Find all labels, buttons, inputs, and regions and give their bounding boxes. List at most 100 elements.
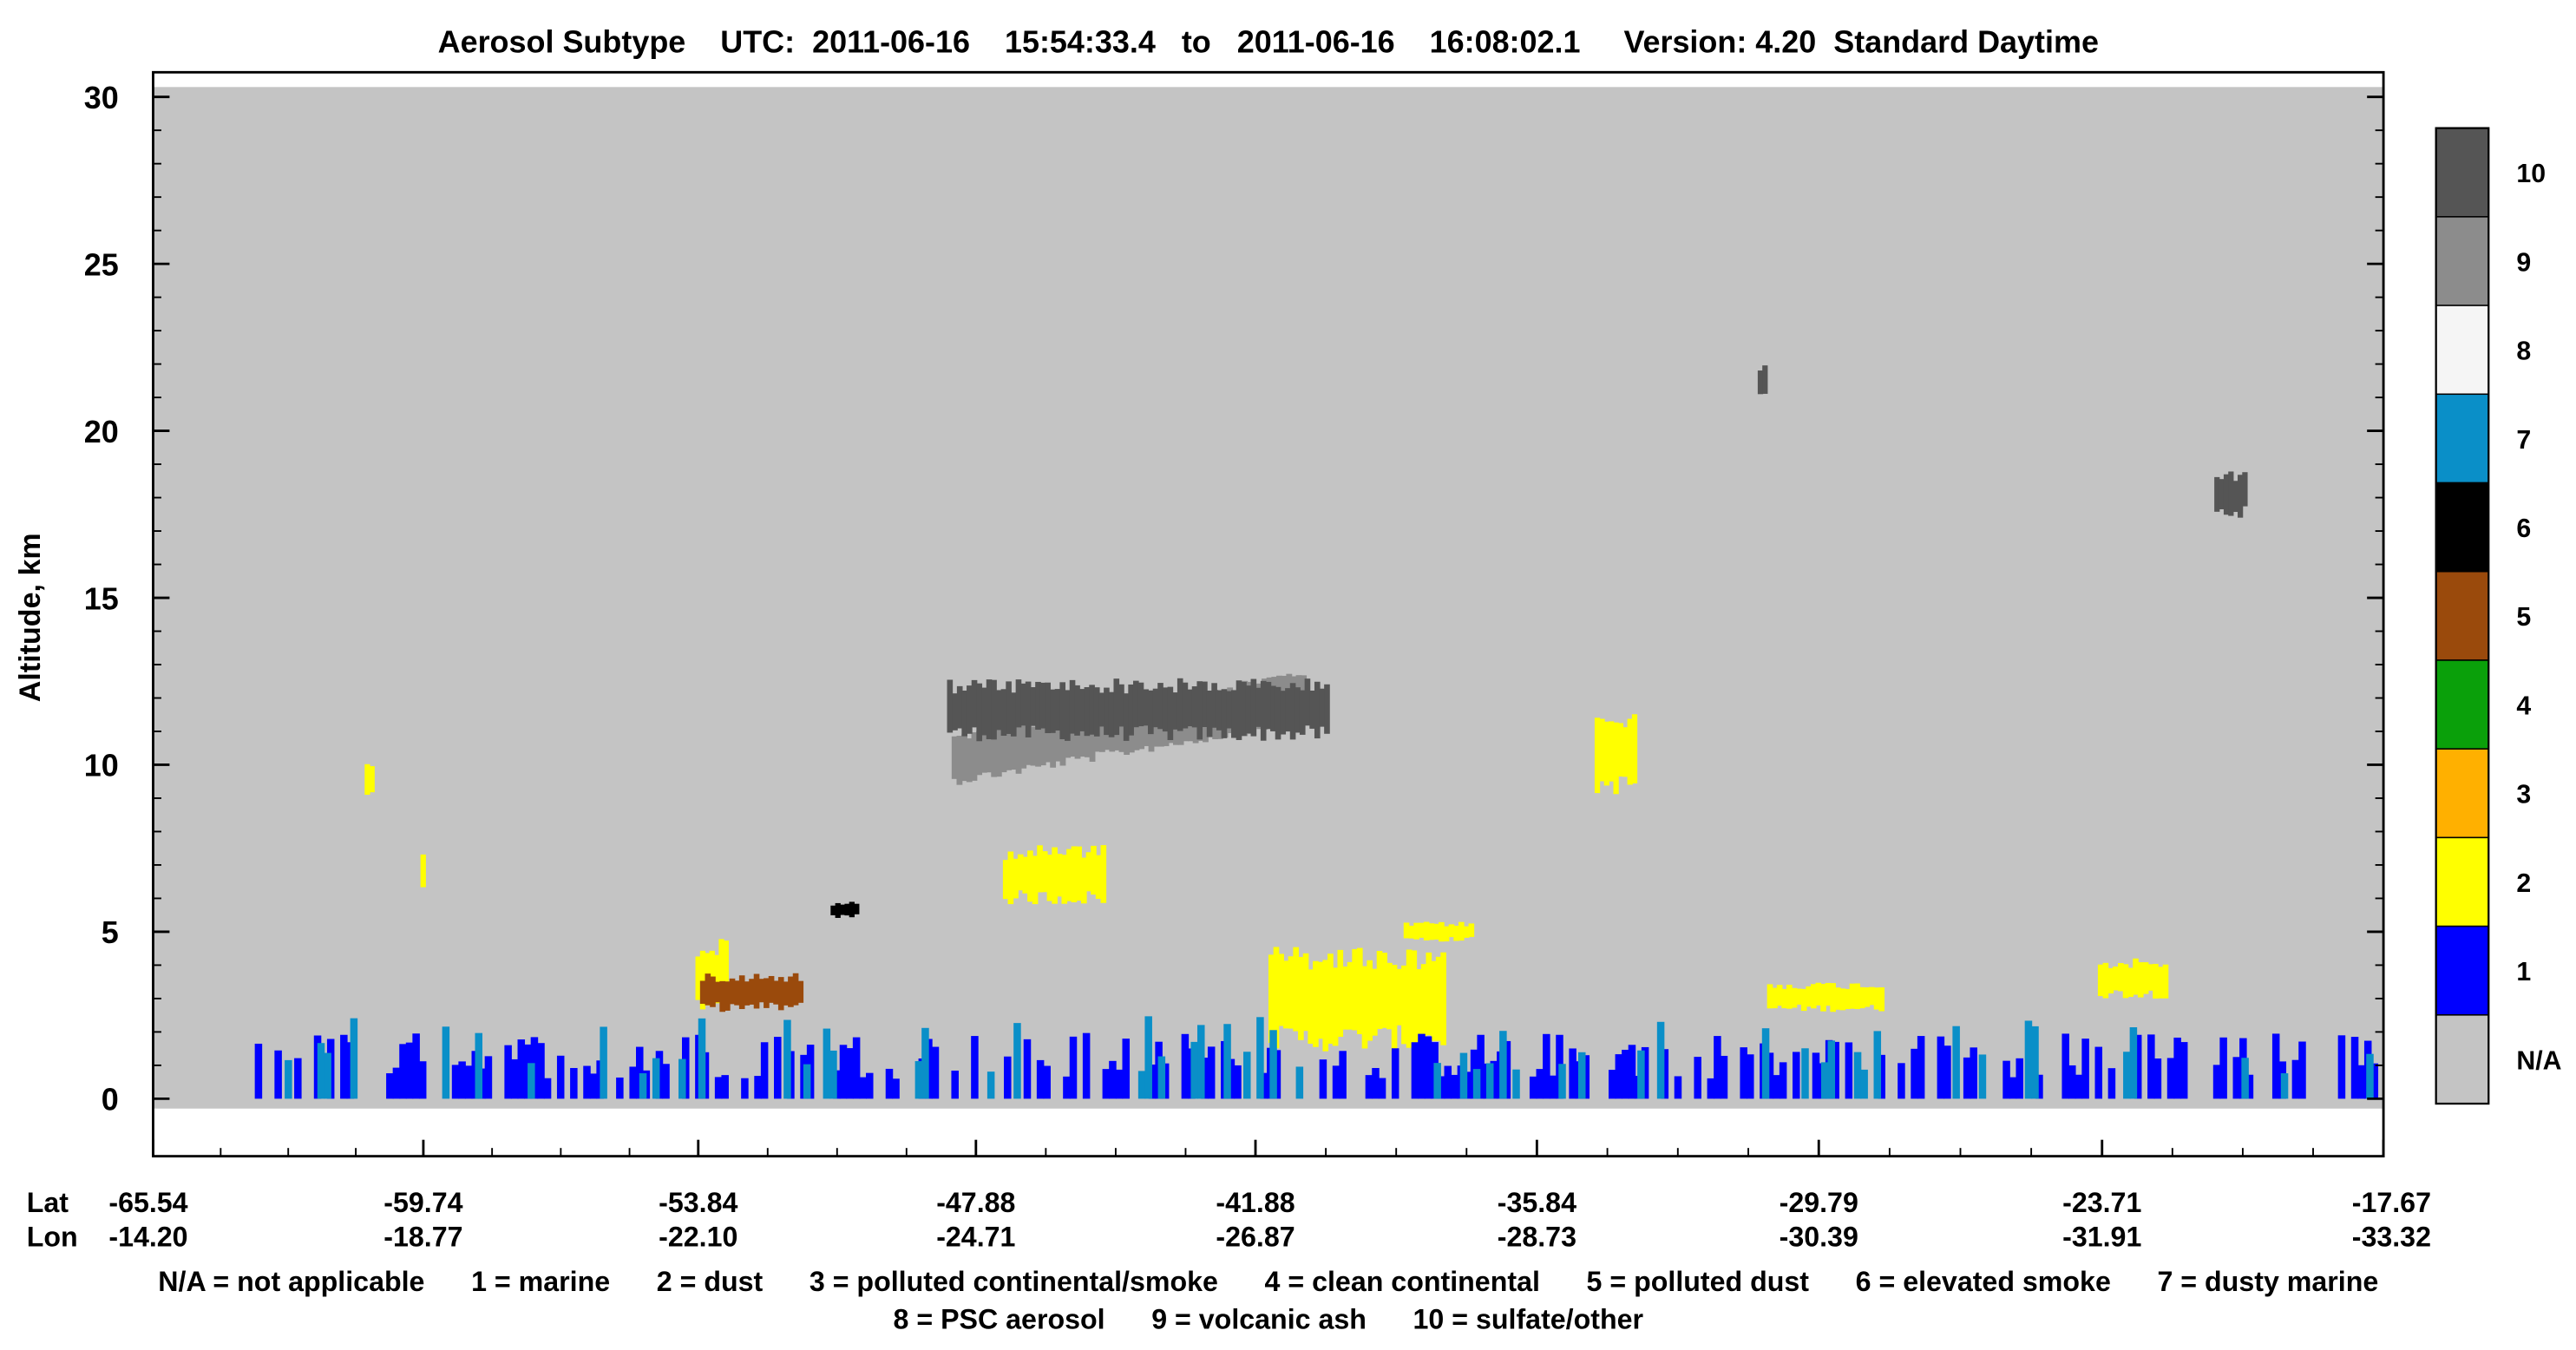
feature-cell bbox=[1091, 845, 1097, 895]
feature-cell bbox=[2280, 1073, 2289, 1099]
feature-cell bbox=[1138, 703, 1145, 750]
feature-cell bbox=[2016, 1058, 2023, 1099]
feature-cell bbox=[1812, 1052, 1820, 1099]
feature-cell bbox=[2081, 1039, 2089, 1099]
feature-cell bbox=[1317, 961, 1324, 1039]
feature-cell bbox=[1002, 860, 1009, 900]
feature-cell bbox=[783, 981, 790, 1006]
feature-cell bbox=[1000, 689, 1007, 737]
feature-cell bbox=[1391, 965, 1398, 1052]
feature-cell bbox=[1245, 685, 1252, 734]
feature-cell bbox=[835, 902, 841, 918]
feature-cell bbox=[1273, 947, 1280, 1049]
feature-cell bbox=[1313, 960, 1319, 1047]
feature-cell bbox=[2107, 1068, 2116, 1099]
lat-tick-label: -59.74 bbox=[383, 1187, 462, 1218]
feature-cell bbox=[1050, 689, 1056, 733]
feature-cell bbox=[1656, 1021, 1665, 1099]
feature-cell bbox=[1543, 1033, 1550, 1099]
feature-cell bbox=[721, 1075, 729, 1099]
feature-cell bbox=[995, 690, 1002, 731]
feature-cell bbox=[1396, 968, 1403, 1026]
feature-cell bbox=[951, 736, 958, 779]
feature-cell bbox=[1873, 1031, 1882, 1099]
feature-cell bbox=[754, 1076, 762, 1099]
feature-cell bbox=[1536, 1069, 1544, 1099]
feature-cell bbox=[1401, 965, 1407, 1045]
feature-cell bbox=[1361, 966, 1368, 1049]
feature-cell bbox=[1448, 924, 1455, 938]
feature-cell bbox=[714, 954, 720, 1004]
feature-cell bbox=[2137, 962, 2144, 998]
feature-cell bbox=[981, 687, 987, 736]
feature-cell bbox=[705, 973, 711, 1006]
y-tick-label: 30 bbox=[84, 80, 119, 115]
feature-cell bbox=[1845, 1042, 1853, 1099]
y-tick-label: 0 bbox=[102, 1082, 119, 1117]
feature-cell bbox=[714, 1077, 723, 1099]
feature-cell bbox=[254, 1043, 263, 1099]
feature-cell bbox=[1295, 687, 1301, 733]
feature-cell bbox=[1007, 851, 1014, 905]
feature-cell bbox=[1236, 680, 1242, 740]
feature-cell bbox=[1172, 692, 1178, 730]
lat-tick-label: -35.84 bbox=[1498, 1187, 1576, 1218]
feature-cell bbox=[1627, 718, 1633, 785]
feature-cell bbox=[2179, 1042, 2188, 1099]
colorbar-label: 6 bbox=[2516, 514, 2531, 543]
feature-dust-6-5-km bbox=[1002, 845, 1107, 905]
feature-cell bbox=[2113, 966, 2119, 991]
feature-cell bbox=[1013, 858, 1019, 899]
feature-cell bbox=[1167, 686, 1174, 740]
feature-dust-2-5-km bbox=[1268, 947, 1446, 1052]
feature-cell bbox=[2350, 1037, 2359, 1099]
feature-cell bbox=[570, 1067, 578, 1099]
feature-cell bbox=[1128, 684, 1134, 736]
feature-cell bbox=[392, 1067, 401, 1099]
feature-cell bbox=[2107, 967, 2114, 994]
feature-cell bbox=[1720, 1055, 1728, 1099]
feature-cell bbox=[1211, 683, 1217, 728]
feature-cell bbox=[1694, 1057, 1701, 1099]
feature-cell bbox=[1268, 954, 1275, 1044]
feature-cell bbox=[1069, 1036, 1078, 1099]
feature-cell bbox=[1776, 985, 1783, 1006]
feature-cell bbox=[1069, 715, 1076, 757]
feature-cell bbox=[1365, 1075, 1373, 1099]
feature-cell bbox=[1152, 688, 1159, 728]
feature-cell bbox=[1223, 1024, 1231, 1099]
feature-cell bbox=[1079, 711, 1086, 757]
feature-cell bbox=[1408, 926, 1415, 939]
feature-cell bbox=[1937, 1036, 1945, 1099]
feature-cell bbox=[1084, 687, 1091, 737]
feature-cell bbox=[652, 1058, 660, 1099]
feature-cell bbox=[1177, 678, 1183, 731]
feature-cell bbox=[1943, 1045, 1951, 1099]
feature-cell bbox=[678, 1058, 686, 1099]
colorbar-label: N/A bbox=[2516, 1046, 2561, 1075]
feature-cell bbox=[1485, 1063, 1494, 1099]
feature-cell bbox=[464, 1065, 473, 1099]
feature-cell bbox=[1439, 921, 1445, 942]
feature-cell bbox=[1332, 967, 1339, 1046]
feature-cell bbox=[995, 725, 1002, 777]
feature-cell bbox=[1594, 718, 1601, 794]
feature-cell bbox=[1490, 1060, 1498, 1099]
feature-cell bbox=[2232, 1057, 2241, 1099]
feature-cell bbox=[1308, 969, 1314, 1044]
feature-cell bbox=[1827, 1040, 1836, 1099]
feature-cell bbox=[1039, 682, 1046, 729]
feature-cell bbox=[2223, 474, 2230, 515]
colorbar-swatch-3 bbox=[2435, 748, 2489, 839]
feature-cell bbox=[475, 1032, 483, 1099]
feature-cell bbox=[792, 973, 799, 1006]
feature-cell bbox=[1196, 681, 1203, 740]
feature-cell bbox=[846, 1048, 854, 1099]
feature-cell bbox=[1285, 688, 1291, 732]
feature-cell bbox=[1761, 1028, 1770, 1099]
feature-cell bbox=[1577, 1052, 1586, 1099]
feature-cell bbox=[2075, 1074, 2083, 1099]
feature-cell bbox=[1234, 1065, 1242, 1099]
feature-cell bbox=[1464, 1071, 1472, 1099]
colorbar-swatch-7 bbox=[2435, 393, 2489, 484]
